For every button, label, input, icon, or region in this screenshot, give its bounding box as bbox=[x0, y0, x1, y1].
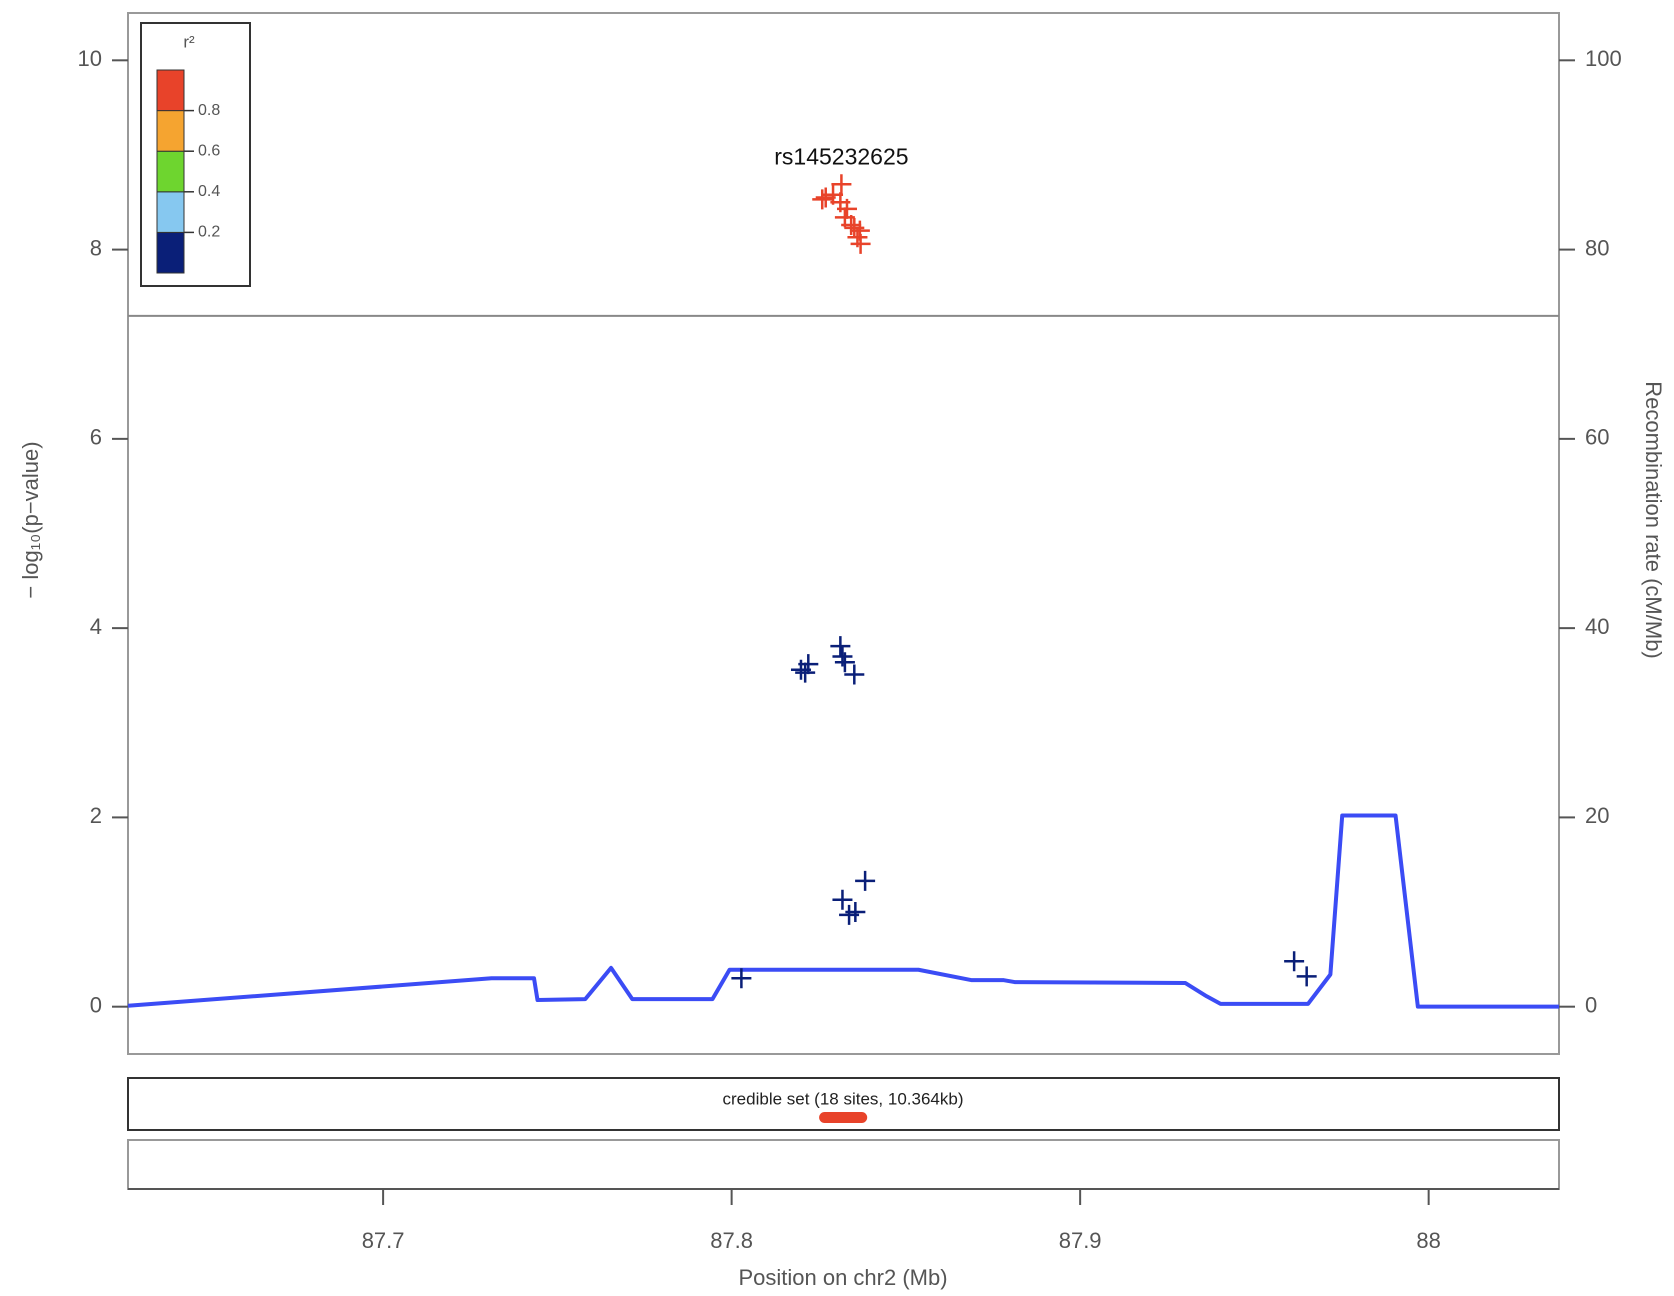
y2-tick-label: 40 bbox=[1585, 614, 1609, 639]
x-tick-label: 87.7 bbox=[362, 1228, 405, 1253]
snp-point bbox=[795, 662, 816, 683]
snp-point bbox=[844, 664, 865, 685]
gene-panel bbox=[127, 1139, 1560, 1190]
snp-point bbox=[836, 198, 857, 219]
legend-tick-label: 0.6 bbox=[198, 142, 220, 159]
y-tick-label: 2 bbox=[90, 803, 102, 828]
x-tick-label: 87.9 bbox=[1059, 1228, 1102, 1253]
x-tick-label: 88 bbox=[1416, 1228, 1440, 1253]
legend-tick-label: 0.8 bbox=[198, 102, 220, 119]
snp-point bbox=[731, 968, 752, 989]
y2-tick-label: 60 bbox=[1585, 425, 1609, 450]
y-tick-label: 8 bbox=[90, 235, 102, 260]
legend-swatch bbox=[156, 231, 185, 274]
y2-tick-label: 0 bbox=[1585, 992, 1597, 1017]
snp-point bbox=[850, 233, 871, 254]
y-tick-label: 10 bbox=[78, 46, 102, 71]
recombination-line bbox=[127, 813, 1559, 1009]
credible-set-label: credible set (18 sites, 10.364kb) bbox=[723, 1089, 964, 1108]
credible-set-bar bbox=[819, 1112, 868, 1123]
y-tick-label: 4 bbox=[90, 614, 102, 639]
legend-swatch bbox=[156, 69, 185, 112]
y2-tick-label: 80 bbox=[1585, 235, 1609, 260]
legend-title: r² bbox=[183, 32, 195, 51]
y2-tick-label: 20 bbox=[1585, 803, 1609, 828]
y-tick-label: 0 bbox=[90, 992, 102, 1017]
snp-point bbox=[1296, 966, 1317, 987]
snp-point bbox=[812, 189, 833, 210]
credible-panel bbox=[127, 1077, 1560, 1131]
x-axis-label: Position on chr2 (Mb) bbox=[738, 1265, 947, 1290]
legend-swatch bbox=[156, 110, 185, 152]
snp-point bbox=[855, 870, 876, 891]
snp-point bbox=[798, 654, 819, 675]
snp-point bbox=[845, 902, 866, 923]
snp-point bbox=[834, 652, 855, 673]
snp-point bbox=[832, 646, 853, 667]
legend-swatch bbox=[156, 191, 185, 233]
lead-snp-label: rs145232625 bbox=[774, 143, 908, 169]
y-tick-label: 6 bbox=[90, 425, 102, 450]
snp-point bbox=[830, 636, 851, 657]
snp-point bbox=[832, 889, 853, 910]
y-axis-label: − log₁₀(p−value) bbox=[18, 441, 43, 598]
legend-swatch bbox=[156, 150, 185, 193]
snp-point bbox=[831, 174, 852, 195]
plot-frame bbox=[127, 12, 1560, 1055]
legend-tick-label: 0.2 bbox=[198, 224, 220, 241]
y2-tick-label: 100 bbox=[1585, 46, 1622, 71]
snp-point bbox=[1284, 951, 1305, 972]
x-tick-label: 87.8 bbox=[710, 1228, 753, 1253]
legend-tick-label: 0.4 bbox=[198, 183, 220, 200]
y2-axis-label: Recombination rate (cM/Mb) bbox=[1641, 381, 1666, 659]
